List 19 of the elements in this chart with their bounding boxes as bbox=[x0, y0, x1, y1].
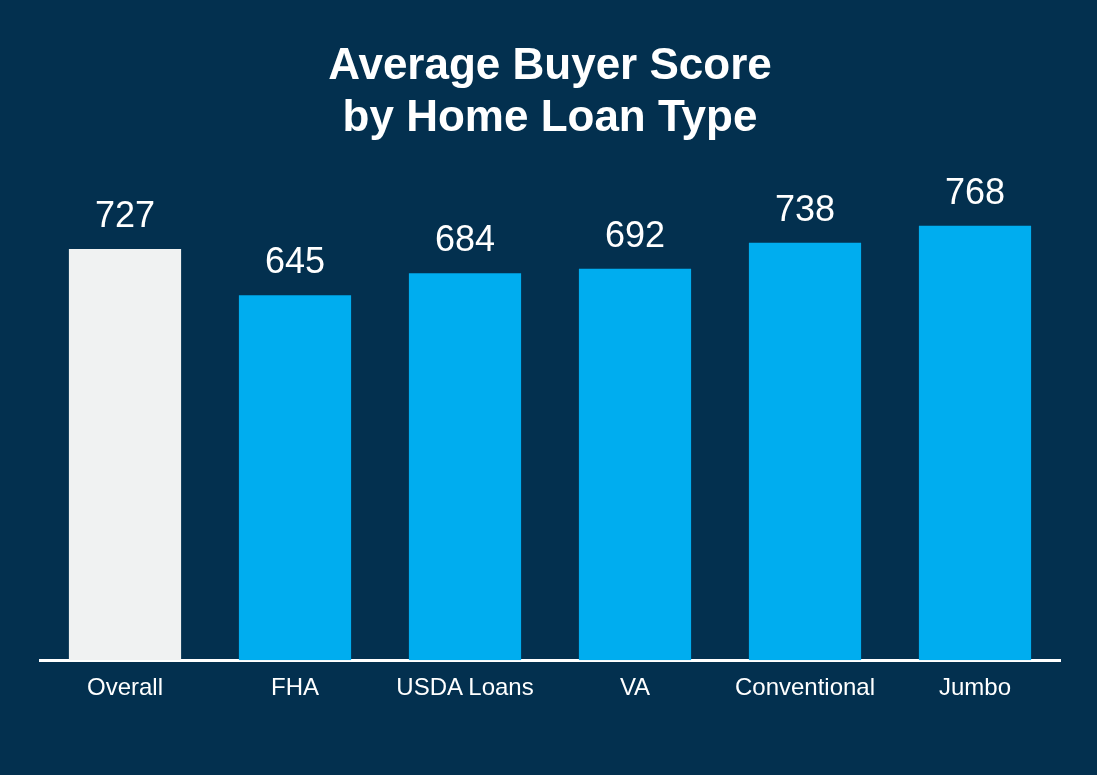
data-label: 738 bbox=[774, 187, 836, 229]
data-label: 768 bbox=[944, 170, 1006, 212]
x-tick-label: Jumbo bbox=[938, 673, 1012, 701]
bar bbox=[748, 242, 862, 661]
bar bbox=[918, 225, 1032, 661]
data-label: 727 bbox=[94, 193, 156, 235]
x-tick-label: FHA bbox=[271, 673, 319, 701]
data-label: 692 bbox=[604, 213, 666, 255]
x-tick-label: VA bbox=[619, 673, 651, 701]
data-label: 684 bbox=[434, 218, 496, 260]
bar bbox=[68, 248, 182, 661]
chart-title: Average Buyer Score by Home Loan Type bbox=[328, 38, 772, 141]
x-tick-label: Overall bbox=[86, 673, 164, 701]
bar bbox=[238, 295, 352, 661]
bar bbox=[408, 273, 522, 661]
bar bbox=[578, 268, 692, 661]
x-tick-label: Conventional bbox=[734, 673, 876, 701]
x-tick-label: USDA Loans bbox=[396, 673, 534, 701]
data-label: 645 bbox=[264, 240, 326, 282]
